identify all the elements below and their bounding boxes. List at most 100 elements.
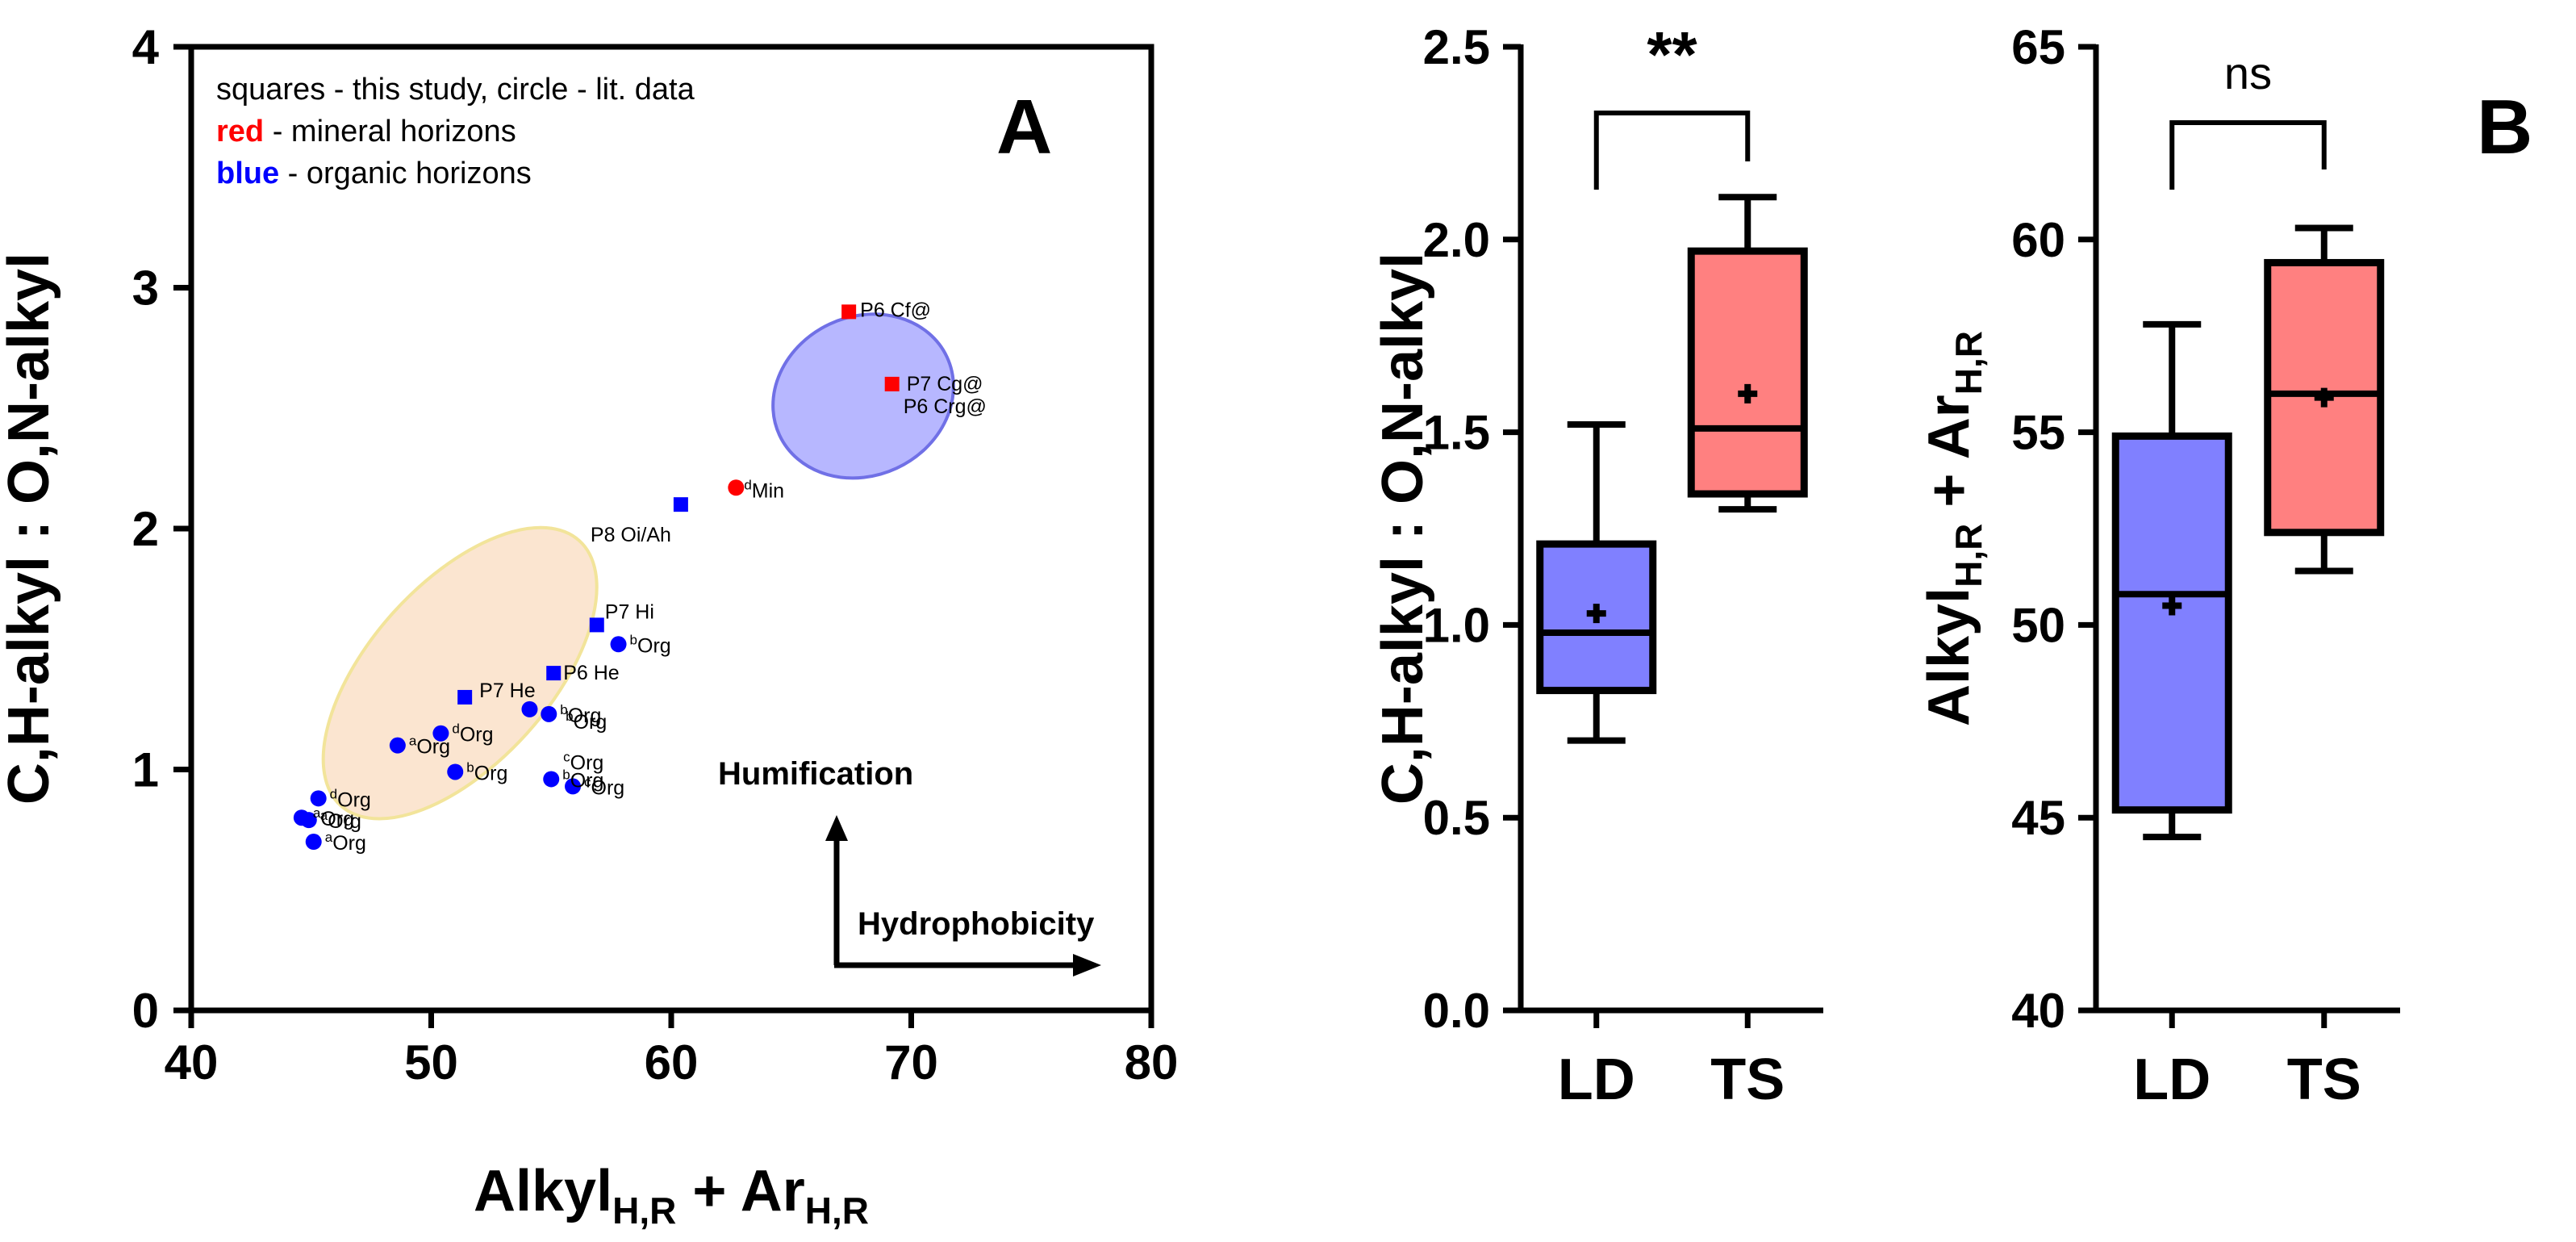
point-label-text: Org [637, 634, 671, 657]
legend-line-1: squares - this study, circle - lit. data [216, 73, 695, 107]
point-square [841, 304, 857, 320]
point-circle [543, 771, 560, 788]
point-label-sup: a [313, 805, 321, 821]
x-label-main: Alkyl [474, 1159, 612, 1223]
axes: 40 45 50 55 60 65 LD TS [2011, 20, 2400, 1112]
direction-arrows: Humification Hydrophobicity [718, 756, 1101, 976]
point-label-sup: d [452, 721, 459, 737]
y-tick-label: 50 [2011, 598, 2065, 652]
x-tick-label: 70 [884, 1035, 938, 1089]
point-label: cOrg [584, 774, 624, 799]
significance-label: ** [1647, 19, 1697, 90]
point-label: bOrg [466, 759, 507, 784]
x-tick-label: TS [2287, 1048, 2361, 1112]
bracket-line [1593, 111, 1751, 190]
y-tick-label: 65 [2011, 20, 2065, 74]
point-circle [565, 778, 582, 795]
x-tick-label: 50 [404, 1035, 458, 1089]
y-tick-label: 1.5 [1423, 406, 1490, 460]
y-label-main: Alkyl [1917, 588, 1981, 726]
x-tick-label: 80 [1125, 1035, 1179, 1089]
box-iqr [1536, 540, 1657, 695]
y-tick-label: 60 [2011, 213, 2065, 267]
mean-marker [2314, 387, 2334, 408]
significance-bracket: ** [1593, 19, 1751, 190]
point-circle [389, 737, 406, 754]
hydrophobicity-label: Hydrophobicity [858, 906, 1095, 942]
point-square [673, 497, 688, 512]
y-tick-label: 55 [2011, 406, 2065, 460]
y-ticks: 0 1 2 3 4 [132, 20, 191, 1038]
point-label-text: Org [337, 788, 371, 811]
point-square [884, 376, 900, 391]
point-label-text: Org [328, 810, 361, 833]
y-tick-label: 0.5 [1423, 791, 1490, 845]
point-square [589, 617, 604, 633]
point-label: dOrg [330, 786, 371, 811]
mean-marker [1586, 604, 1606, 624]
legend-key-blue: blue [216, 157, 279, 190]
point-label: aOrg [325, 830, 366, 855]
y-axis-label: AlkylH,R + ArH,R [1917, 331, 1989, 726]
point-label-text: Org [568, 705, 602, 727]
hydrophobicity-arrowhead [1073, 954, 1101, 976]
point-label: dOrg [452, 721, 493, 746]
box-iqr [1687, 247, 1808, 498]
point-label: cOrg [563, 750, 603, 775]
point-label-text: Org [574, 711, 607, 734]
point-label: P6 Cf@ [860, 299, 931, 321]
point-label: P8 Oi/Ah [591, 524, 671, 546]
point-label: aOrg [320, 808, 361, 833]
point-label: aOrg [409, 734, 450, 759]
panel-label-a: A [996, 84, 1052, 170]
panel-label-b: B [2477, 84, 2532, 170]
y-tick-label: 45 [2011, 791, 2065, 845]
x-axis-label: AlkylH,R + ArH,R [474, 1159, 869, 1232]
point-label: P7 Cg@ [907, 373, 983, 395]
point-label-sup: c [563, 750, 570, 765]
x-ticks: 40 50 60 70 80 [165, 1010, 1179, 1089]
point-label: P7 Hi [605, 600, 654, 623]
x-label-sub2: H,R [805, 1190, 869, 1232]
point-circle [305, 834, 322, 851]
y-tick-label: 3 [132, 261, 159, 316]
point-circle [432, 725, 449, 742]
y-tick-label: 2.0 [1423, 213, 1490, 267]
mean-marker [1738, 383, 1758, 404]
y-label-mid: + Ar [1917, 395, 1981, 523]
y-tick-label: 2 [132, 502, 159, 556]
x-label-mid: + Ar [676, 1159, 804, 1223]
point-label-sup: b [466, 759, 474, 775]
point-label-text: Min [752, 479, 784, 502]
point-circle [310, 790, 327, 807]
significance-label: ns [2224, 48, 2272, 98]
y-tick-label: 1 [132, 743, 159, 797]
y-axis-label: C,H-alkyl : O,N-alkyl [1371, 253, 1435, 805]
bracket-line [2169, 120, 2327, 190]
boxes [2111, 224, 2385, 841]
y-label-sub2: H,R [1948, 331, 1989, 395]
y-tick-label: 0 [132, 984, 159, 1038]
point-label: bOrg [566, 709, 607, 734]
humification-label: Humification [718, 756, 913, 792]
point-square [457, 689, 473, 705]
point-label-sup: a [409, 734, 417, 749]
point-label-text: Org [591, 776, 625, 799]
x-tick-label: 60 [645, 1035, 699, 1089]
mean-marker [2162, 596, 2182, 616]
point-circle [447, 763, 464, 780]
y-axis-label: C,H-alkyl : O,N-alkyl [0, 253, 61, 805]
point-label-sup: a [320, 808, 328, 823]
x-label-sub1: H,R [612, 1190, 676, 1232]
x-tick-label: LD [2133, 1048, 2211, 1112]
point-label-text: Org [332, 832, 366, 855]
y-tick-label: 2.5 [1423, 20, 1490, 74]
box-iqr [2111, 432, 2232, 814]
legend-key-red: red [216, 115, 264, 148]
point-label-sup: d [330, 786, 337, 801]
point-label-sup: a [325, 830, 333, 845]
legend-line-3: blue - organic horizons [216, 157, 532, 190]
